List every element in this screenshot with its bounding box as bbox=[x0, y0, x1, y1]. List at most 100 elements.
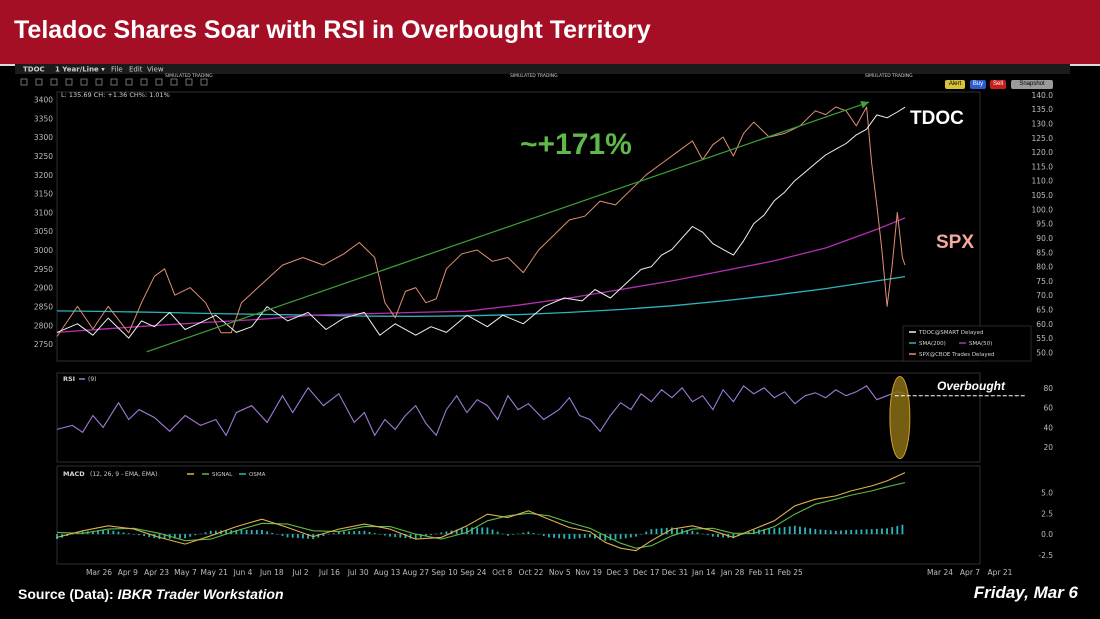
legend-box bbox=[902, 325, 1032, 362]
osma-bar bbox=[184, 534, 186, 539]
osma-bar bbox=[568, 534, 571, 540]
osma-bar bbox=[532, 533, 535, 535]
osma-bar bbox=[629, 534, 632, 538]
osma-bar bbox=[261, 529, 263, 535]
osma-bar bbox=[670, 527, 673, 535]
date-axis-tick: Sep 24 bbox=[460, 568, 486, 577]
date-axis-tick: Jul 2 bbox=[291, 568, 308, 577]
osma-bar bbox=[348, 531, 350, 535]
osma-bar bbox=[404, 534, 407, 539]
osma-bar bbox=[112, 530, 115, 535]
tdoc-annotation: TDOC bbox=[910, 108, 964, 129]
left-axis-tick: 3100 bbox=[34, 208, 53, 217]
left-axis-tick: 2900 bbox=[34, 284, 53, 293]
sma200-line bbox=[56, 275, 906, 318]
osma-bar bbox=[722, 534, 725, 538]
tool-icon bbox=[125, 78, 133, 86]
osma-bar bbox=[189, 534, 192, 537]
macd-panel-label: MACD bbox=[63, 470, 85, 478]
osma-bar bbox=[845, 530, 847, 535]
osma-bar bbox=[563, 534, 566, 539]
osma-bar bbox=[850, 529, 853, 535]
date-axis-tick: Apr 21 bbox=[988, 568, 1013, 577]
tool-icon bbox=[35, 78, 43, 86]
osma-bar bbox=[430, 534, 432, 536]
sell-button[interactable]: Sell bbox=[990, 80, 1006, 89]
osma-bar bbox=[512, 534, 514, 535]
osma-bar bbox=[225, 530, 227, 535]
osma-bar bbox=[881, 528, 883, 535]
osma-bar bbox=[214, 530, 217, 535]
osma-bar bbox=[901, 524, 904, 535]
date-axis-tick: Apr 7 bbox=[960, 568, 980, 577]
osma-bar bbox=[97, 530, 99, 535]
date-axis-tick: Jul 30 bbox=[347, 568, 369, 577]
osma-bar bbox=[440, 532, 443, 535]
macd-panel-frame bbox=[56, 465, 981, 565]
left-axis-tick: 2950 bbox=[34, 265, 53, 274]
osma-bar bbox=[409, 534, 412, 539]
simulated-trading-label-2: SIMULATED TRADING bbox=[510, 73, 558, 79]
osma-bar bbox=[56, 534, 58, 540]
buy-button[interactable]: Buy bbox=[970, 80, 986, 89]
date-axis-tick: Dec 17 bbox=[633, 568, 660, 577]
osma-bar bbox=[71, 534, 74, 535]
tool-icon bbox=[80, 78, 88, 86]
right-axis-tick: 85.0 bbox=[1036, 248, 1053, 257]
tool-icon bbox=[185, 78, 193, 86]
date-axis-tick: Nov 5 bbox=[549, 568, 571, 577]
osma-bar bbox=[466, 527, 468, 535]
osma-bar bbox=[281, 534, 284, 536]
rsi-param-label: (9) bbox=[88, 376, 97, 383]
osma-bar bbox=[763, 529, 765, 535]
date-axis-tick: Mar 24 bbox=[927, 568, 953, 577]
osma-bar bbox=[604, 534, 607, 541]
osma-bar bbox=[327, 534, 330, 535]
osma-bar bbox=[553, 534, 555, 538]
osma-bar bbox=[875, 528, 878, 535]
alert-button[interactable]: Alert bbox=[945, 80, 965, 89]
osma-bar bbox=[676, 528, 678, 535]
osma-bar bbox=[209, 530, 212, 535]
osma-bar bbox=[896, 525, 899, 535]
osma-bar bbox=[425, 534, 427, 537]
osma-bar bbox=[353, 531, 356, 535]
date-axis-tick: Mar 26 bbox=[86, 568, 112, 577]
tool-icon bbox=[140, 78, 148, 86]
osma-bar bbox=[122, 532, 125, 535]
right-axis-tick: 140.0 bbox=[1032, 91, 1054, 100]
osma-bar bbox=[127, 533, 130, 535]
right-axis-tick: 95.0 bbox=[1036, 220, 1053, 229]
osma-bar bbox=[814, 529, 817, 535]
source-value: IBKR Trader Workstation bbox=[117, 586, 284, 602]
osma-bar bbox=[460, 528, 463, 535]
tool-icon bbox=[170, 78, 178, 86]
osma-bar bbox=[138, 534, 140, 536]
osma-bar bbox=[384, 534, 386, 536]
osma-bar bbox=[179, 534, 181, 539]
macd-axis-tick: 0.0 bbox=[1041, 530, 1053, 539]
osma-bar bbox=[250, 529, 253, 535]
period-label: 1 Year/Line ▾ bbox=[55, 66, 105, 74]
osma-bar bbox=[711, 534, 714, 537]
snapshot-button[interactable]: Snapshot bbox=[1011, 80, 1053, 89]
osma-bar bbox=[635, 534, 637, 537]
right-axis-tick: 55.0 bbox=[1036, 334, 1053, 343]
date-axis-tick: Apr 9 bbox=[118, 568, 138, 577]
osma-bar bbox=[158, 534, 161, 540]
osma-bar bbox=[537, 534, 540, 535]
right-axis-tick: 65.0 bbox=[1036, 305, 1053, 314]
osma-bar bbox=[363, 530, 366, 535]
osma-bar bbox=[891, 527, 894, 535]
osma-bar bbox=[860, 529, 863, 535]
date-axis-tick: Aug 13 bbox=[374, 568, 401, 577]
osma-bar bbox=[773, 528, 776, 535]
osma-bar bbox=[255, 529, 258, 535]
osma-bar bbox=[655, 528, 658, 535]
osma-bar bbox=[291, 534, 294, 538]
tool-icon bbox=[110, 78, 118, 86]
osma-bar bbox=[742, 534, 745, 535]
osma-bar bbox=[132, 534, 135, 535]
osma-bar bbox=[296, 534, 299, 539]
osma-bar bbox=[517, 533, 520, 535]
